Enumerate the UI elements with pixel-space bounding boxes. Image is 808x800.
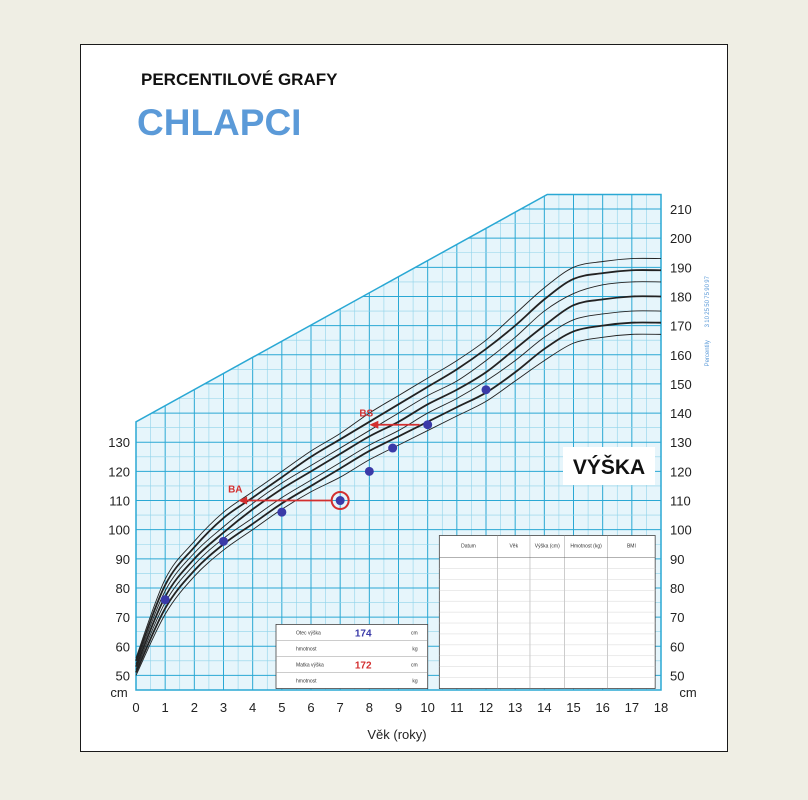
parents-row-unit: cm [411,662,418,668]
y-axis-label-right: cm [679,685,696,700]
table-header: Hmotnost (kg) [570,544,602,550]
y-tick-label-left: 100 [108,523,130,538]
x-tick-label: 1 [162,700,169,715]
height-percentile-chart: Datum Věk Výška (cm) Hmotnost (kg) BMI Otec … [108,70,711,742]
y-tick-label-right: 70 [670,610,684,625]
y-tick-label-right: 100 [670,523,692,538]
y-tick-label-right: 150 [670,377,692,392]
x-tick-label: 13 [508,700,522,715]
y-tick-label-right: 50 [670,668,684,683]
percentile-legend-item: Percentily [705,340,711,366]
measurement-point [219,536,228,546]
table-header: Datum [461,544,476,550]
x-tick-label: 2 [191,700,198,715]
x-tick-label: 5 [278,700,285,715]
parents-row-label: Otec výška [296,630,321,636]
y-tick-label-left: 130 [108,435,130,450]
percentile-line-6 [135,257,662,659]
x-tick-label: 6 [307,700,314,715]
x-tick-label: 0 [132,700,139,715]
x-tick-label: 14 [537,700,551,715]
x-tick-label: 15 [566,700,580,715]
measurement-point [335,496,345,506]
percentile-line-5 [135,269,662,662]
x-tick-label: 4 [249,700,256,715]
y-tick-label-right: 130 [670,435,692,450]
y-tick-label-right: 200 [670,231,692,246]
percentile-legend-item: 10 [705,315,711,322]
y-tick-label-right: 120 [670,464,692,479]
table-header: Věk [509,544,518,550]
x-tick-label: 11 [450,700,464,715]
x-tick-label: 10 [420,700,434,715]
percentile-legend-item: 90 [705,283,711,290]
y-tick-label-right: 140 [670,406,692,421]
parents-row-label: Matka výška [296,662,324,668]
y-tick-label-right: 90 [670,552,684,567]
y-tick-label-left: 120 [108,464,130,479]
annotation-arrowhead [238,496,248,505]
x-tick-label: 7 [337,700,344,715]
y-tick-label-right: 180 [670,289,692,304]
x-tick-label: 12 [479,700,493,715]
percentile-line-0 [135,333,662,676]
y-tick-label-left: 70 [116,610,130,625]
y-tick-label-right: 190 [670,260,692,275]
measurement-point [160,595,170,605]
table-header: BMI [627,544,636,550]
annotation-arrowhead [369,420,379,429]
y-axis-label-left: cm [110,685,127,700]
parents-row-label: hmotnost [296,678,317,684]
y-tick-label-right: 80 [670,581,684,596]
percentile-legend-item: 50 [705,299,711,306]
measurement-point [388,443,398,453]
x-tick-label: 17 [625,700,639,715]
x-tick-label: 18 [654,700,668,715]
y-tick-label-right: 170 [670,319,692,334]
y-tick-label-left: 80 [116,581,130,596]
parents-row-unit: kg [412,646,418,652]
annotation-label: BS [359,409,373,420]
chart-subtitle: CHLAPCI [137,102,301,143]
percentile-legend-item: 97 [705,275,711,282]
parents-row-value: 172 [355,660,372,671]
percentile-legend-item: 25 [705,307,711,314]
parents-row-value: 174 [355,628,372,639]
panel-label: VÝŠKA [573,455,645,479]
x-tick-label: 3 [220,700,227,715]
y-tick-label-left: 50 [116,668,130,683]
measurement-point [277,507,287,517]
percentile-line-3 [135,295,662,668]
y-tick-label-right: 210 [670,202,692,217]
panel-label-bg [563,447,655,485]
x-tick-label: 16 [595,700,609,715]
parents-row-unit: cm [411,630,418,636]
measurement-point [481,385,491,395]
annotation-label: BA [228,485,242,496]
measurement-point [423,420,433,430]
y-tick-label-left: 110 [109,494,130,509]
x-tick-label: 8 [366,700,373,715]
parents-row-unit: kg [412,678,418,684]
percentile-legend-item: 3 [705,323,711,327]
measurement-point [364,466,374,476]
y-tick-label-right: 110 [670,494,691,509]
x-axis-label: Věk (roky) [367,727,426,742]
chart-card: Datum Věk Výška (cm) Hmotnost (kg) BMI Otec … [80,44,728,752]
chart-title: PERCENTILOVÉ GRAFY [141,70,338,89]
y-tick-label-left: 90 [116,552,130,567]
x-tick-label: 9 [395,700,402,715]
parents-row-label: hmotnost [296,646,317,652]
y-tick-label-right: 60 [670,639,684,654]
percentile-line-4 [135,281,662,664]
y-tick-label-left: 60 [116,639,130,654]
chart-outline [135,193,662,691]
y-tick-label-right: 160 [670,348,692,363]
table-header: Výška (cm) [535,544,560,550]
percentile-legend-item: 75 [705,291,711,298]
